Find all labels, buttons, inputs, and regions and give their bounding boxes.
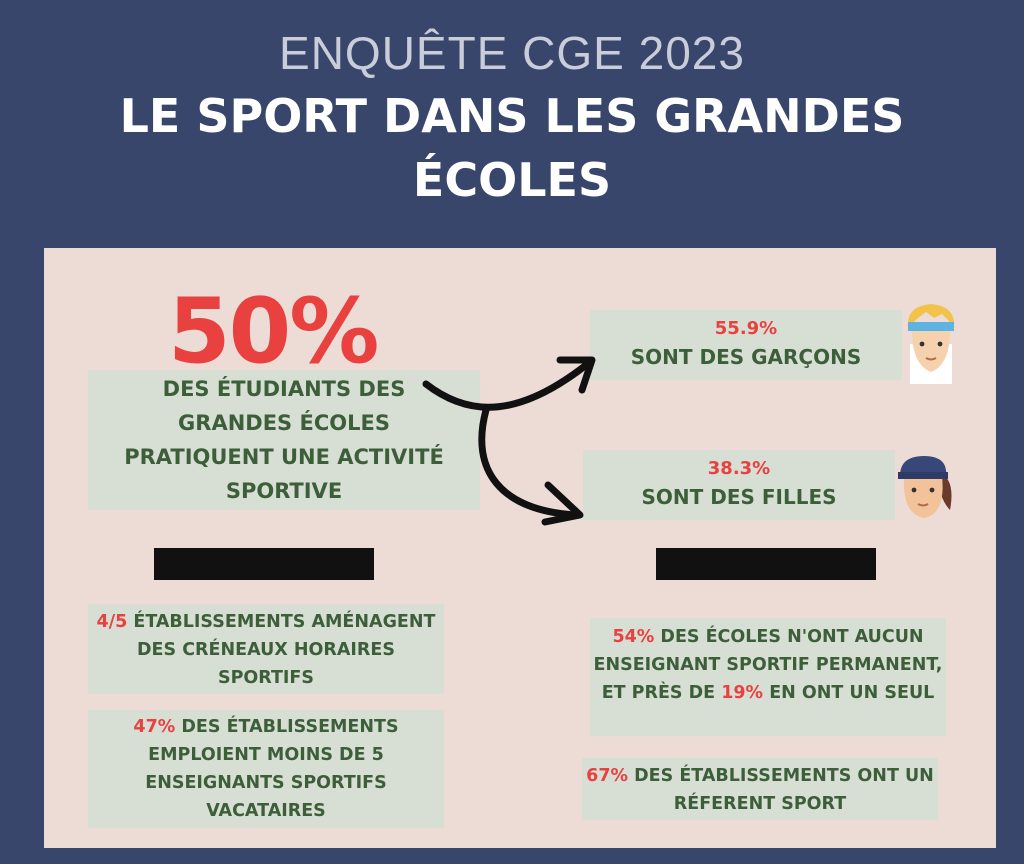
- stat-3-text-b: EN ONT UN SEUL: [769, 683, 935, 703]
- divider-bar-right: [656, 548, 876, 580]
- stat-box-2: 47% DES ÉTABLISSEMENTS EMPLOIENT MOINS D…: [88, 710, 444, 828]
- stat-3-text-a: DES ÉCOLES N'ONT AUCUN ENSEIGNANT SPORTI…: [593, 627, 943, 703]
- girls-label: SONT DES FILLES: [641, 485, 837, 509]
- boy-avatar-icon: [907, 304, 955, 384]
- stat-box-1: 4/5 ÉTABLISSEMENTS AMÉNAGENT DES CRÉNEAU…: [88, 604, 444, 694]
- main-stat-value: 50%: [168, 279, 379, 384]
- stat-box-3: 54% DES ÉCOLES N'ONT AUCUN ENSEIGNANT SP…: [590, 618, 946, 736]
- divider-bar-left: [154, 548, 374, 580]
- stat-box-4: 67% DES ÉTABLISSEMENTS ONT UN RÉFERENT S…: [582, 758, 938, 820]
- girls-value: 38.3%: [707, 458, 771, 479]
- girls-stat-box: 38.3% SONT DES FILLES: [583, 450, 895, 520]
- page-title: LE SPORT DANS LES GRANDES ÉCOLES: [119, 89, 905, 207]
- stat-2-value: 47%: [133, 717, 176, 737]
- stat-4-text: DES ÉTABLISSEMENTS ONT UN RÉFERENT SPORT: [634, 766, 934, 814]
- girl-avatar-icon: [898, 456, 952, 518]
- main-stat-text: DES ÉTUDIANTS DES GRANDES ÉCOLES PRATIQU…: [124, 377, 444, 503]
- stat-3-value: 54%: [612, 627, 655, 647]
- boys-value: 55.9%: [714, 318, 778, 339]
- stat-2-text: DES ÉTABLISSEMENTS EMPLOIENT MOINS DE 5 …: [145, 717, 399, 821]
- stat-4-value: 67%: [586, 766, 629, 786]
- stat-3-value-b: 19%: [721, 683, 764, 703]
- stat-1-value: 4/5: [96, 612, 128, 632]
- header-subtitle: ENQUÊTE CGE 2023: [279, 27, 745, 79]
- stat-1-text: ÉTABLISSEMENTS AMÉNAGENT DES CRÉNEAUX HO…: [133, 612, 436, 688]
- boys-stat-box: 55.9% SONT DES GARÇONS: [590, 310, 902, 380]
- boys-label: SONT DES GARÇONS: [630, 345, 862, 369]
- main-stat-box: DES ÉTUDIANTS DES GRANDES ÉCOLES PRATIQU…: [88, 370, 480, 510]
